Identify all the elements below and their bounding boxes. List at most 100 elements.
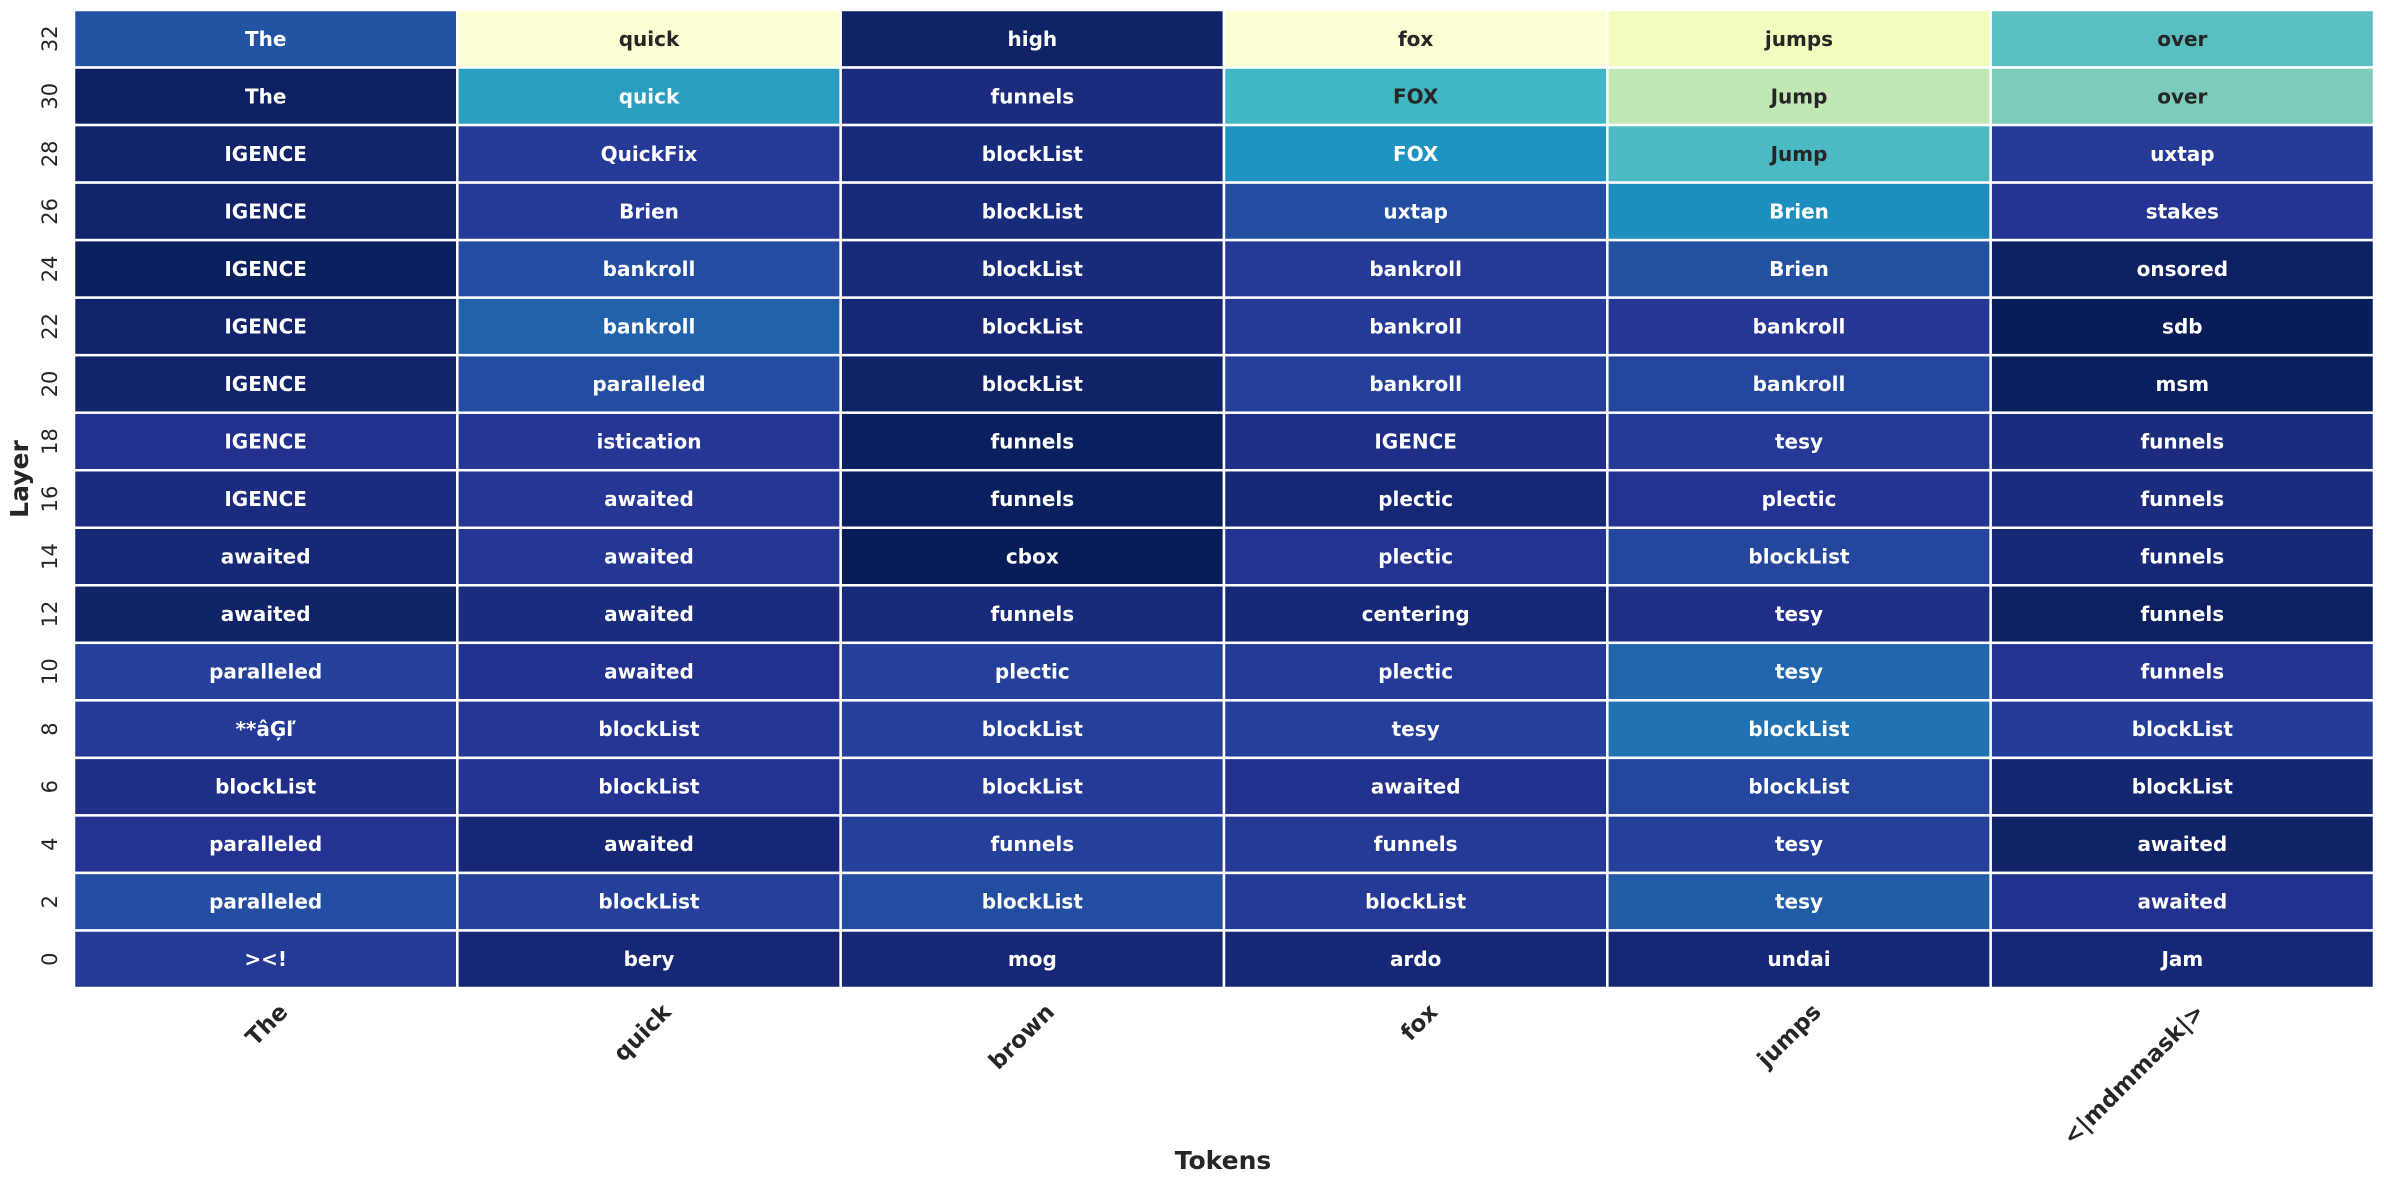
cell-token-label: awaited: [221, 545, 311, 569]
cell-token-label: blockList: [598, 775, 700, 799]
cell-token-label: Brien: [1769, 257, 1829, 281]
cell-token-label: istication: [597, 429, 702, 453]
cell-token-label: tesy: [1775, 602, 1823, 626]
y-axis-title: Layer: [5, 440, 34, 518]
cell-token-label: funnels: [2140, 487, 2224, 511]
heatmap-cell: [1989, 238, 2376, 299]
cell-token-label: funnels: [990, 832, 1074, 856]
heatmap-cell: [456, 468, 842, 530]
heatmap-cell: [1606, 468, 1992, 530]
cell-token-label: Jump: [1769, 142, 1828, 166]
cell-token-label: awaited: [604, 602, 694, 626]
cell-token-label: centering: [1362, 602, 1470, 626]
cell-token-label: bankroll: [1369, 257, 1462, 281]
cell-token-label: FOX: [1393, 142, 1439, 166]
cell-token-label: plectic: [995, 660, 1070, 684]
heatmap-cell: [1989, 296, 2376, 357]
heatmap-cell: [839, 641, 1226, 702]
cell-token-label: IGENCE: [1374, 429, 1457, 453]
y-tick-label: 12: [38, 601, 62, 628]
cell-token-label: blockList: [1748, 775, 1850, 799]
cell-token-label: ><!: [244, 947, 287, 971]
heatmap-cell: [72, 353, 459, 414]
cell-token-label: blockList: [982, 372, 1084, 396]
cell-token-label: sdb: [2162, 314, 2203, 338]
cell-token-label: The: [245, 27, 286, 51]
heatmap-cell: [1606, 411, 1992, 472]
cell-token-label: blockList: [982, 717, 1084, 741]
cell-token-label: Jump: [1769, 84, 1828, 108]
heatmap-cell: [72, 756, 459, 817]
heatmap-cell: [1606, 238, 1992, 299]
cell-token-label: tesy: [1775, 890, 1823, 914]
heatmap-cell: [1606, 699, 1992, 760]
cell-token-label: The: [245, 84, 286, 108]
cell-token-label: bery: [624, 947, 675, 971]
cell-token-label: funnels: [2140, 545, 2224, 569]
cell-token-label: tesy: [1775, 660, 1823, 684]
y-tick-label: 28: [38, 140, 62, 167]
cell-token-label: FOX: [1393, 84, 1439, 108]
heatmap-cell: [72, 296, 459, 357]
cell-token-label: undai: [1767, 947, 1830, 971]
heatmap-cell: [1606, 526, 1992, 587]
heatmap-cell: [72, 8, 459, 69]
cell-token-label: awaited: [221, 602, 311, 626]
cell-token-label: quick: [619, 27, 680, 51]
cell-token-label: ardo: [1390, 947, 1441, 971]
cell-token-label: blockList: [598, 890, 700, 914]
heatmap-cell: [72, 699, 459, 760]
cell-token-label: bankroll: [1753, 314, 1846, 338]
cell-token-label: paralleled: [209, 660, 322, 684]
cell-token-label: IGENCE: [224, 487, 307, 511]
heatmap-cell: [1606, 871, 1992, 932]
cell-token-label: funnels: [2140, 429, 2224, 453]
heatmap-cell: [1989, 8, 2376, 69]
heatmap-cell: [1222, 181, 1609, 242]
cell-token-label: uxtap: [2150, 142, 2215, 166]
cell-token-label: over: [2157, 27, 2207, 51]
cell-token-label: cbox: [1006, 545, 1059, 569]
cell-token-label: blockList: [982, 257, 1084, 281]
cell-token-label: funnels: [990, 602, 1074, 626]
cell-token-label: awaited: [604, 487, 694, 511]
cell-token-label: bankroll: [1369, 314, 1462, 338]
cell-token-label: plectic: [1762, 487, 1837, 511]
heatmap-cell: [1222, 929, 1609, 990]
y-tick-label: 22: [38, 313, 62, 340]
cell-token-label: QuickFix: [601, 142, 698, 166]
cell-token-label: msm: [2156, 372, 2210, 396]
x-tick-label: fox: [1396, 999, 1443, 1046]
cell-token-label: blockList: [982, 775, 1084, 799]
heatmap-cell: [1606, 756, 1992, 817]
y-tick-label: 0: [38, 953, 62, 966]
cell-token-label: tesy: [1775, 429, 1823, 453]
heatmap-cell: [456, 699, 842, 760]
heatmap-cell: [839, 411, 1226, 472]
cell-token-label: high: [1008, 27, 1058, 51]
cell-token-label: awaited: [2137, 832, 2227, 856]
heatmap-cells: The quick high fox jumps over The quick funnels F…: [72, 8, 2376, 990]
cell-token-label: awaited: [2137, 890, 2227, 914]
x-tick-label: quick: [609, 999, 677, 1067]
heatmap-cell: [1989, 353, 2376, 414]
cell-token-label: tesy: [1775, 832, 1823, 856]
heatmap-cell: [1222, 411, 1609, 472]
y-tick-label: 10: [38, 658, 62, 685]
heatmap-cell: [72, 641, 459, 702]
heatmap-cell: [1989, 699, 2376, 760]
cell-token-label: blockList: [2132, 717, 2234, 741]
heatmap-cell: [839, 468, 1226, 530]
heatmap-cell: [1222, 756, 1609, 817]
heatmap-cell: [1989, 641, 2376, 702]
heatmap-cell: [839, 699, 1226, 760]
cell-token-label: funnels: [990, 487, 1074, 511]
heatmap-cell: [456, 181, 842, 242]
cell-token-label: bankroll: [1753, 372, 1846, 396]
heatmap-cell: [839, 238, 1226, 299]
cell-token-label: quick: [619, 84, 680, 108]
cell-token-label: paralleled: [209, 890, 322, 914]
cell-token-label: funnels: [990, 429, 1074, 453]
cell-token-label: tesy: [1392, 717, 1440, 741]
y-tick-label: 6: [38, 780, 62, 793]
